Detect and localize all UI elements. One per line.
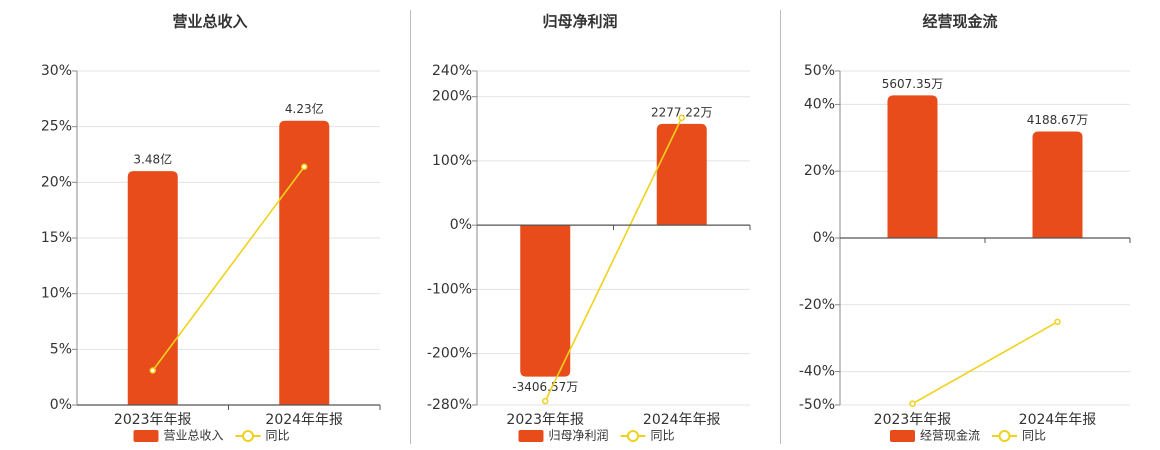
bar bbox=[127, 171, 178, 405]
bar bbox=[1032, 131, 1083, 238]
value-label: 4.23亿 bbox=[285, 101, 324, 116]
chart-title: 经营现金流 bbox=[922, 13, 997, 31]
value-label: 5607.35万 bbox=[882, 77, 944, 91]
y-tick-label: 0% bbox=[50, 397, 72, 413]
y-tick-label: -280% bbox=[427, 397, 472, 413]
line bbox=[544, 117, 683, 402]
legend-label: 归母净利润 bbox=[549, 429, 609, 443]
line bbox=[912, 321, 1058, 405]
legend-label: 同比 bbox=[266, 429, 290, 443]
chart-panel: 营业总收入 0% 5% 10% 15% 20% 25% 30% 2023年年报 2024年年报 3.… bbox=[41, 13, 381, 443]
y-tick-label: 200% bbox=[432, 89, 472, 105]
legend-swatch bbox=[133, 430, 159, 442]
line-point bbox=[301, 163, 308, 170]
y-tick-label: 0% bbox=[450, 217, 472, 233]
bar bbox=[656, 123, 707, 226]
chart-title: 营业总收入 bbox=[172, 13, 247, 31]
y-tick-label: 25% bbox=[41, 119, 72, 135]
x-tick-label: 2023年年报 bbox=[874, 412, 952, 428]
line-point bbox=[149, 367, 156, 374]
y-tick-label: 10% bbox=[41, 286, 72, 302]
line-point bbox=[542, 397, 549, 405]
y-tick-label: 20% bbox=[41, 174, 72, 190]
y-tick-label: 100% bbox=[432, 153, 472, 169]
value-label: -3406.57万 bbox=[512, 380, 578, 394]
y-tick-label: 50% bbox=[804, 63, 835, 79]
legend-swatch bbox=[518, 430, 544, 442]
y-tick-label: 40% bbox=[804, 96, 835, 112]
bar bbox=[520, 225, 571, 377]
legend-label: 营业总收入 bbox=[164, 429, 224, 443]
x-tick-label: 2024年年报 bbox=[1019, 412, 1097, 428]
y-tick-label: 0% bbox=[813, 230, 835, 246]
legend-label: 同比 bbox=[1022, 429, 1046, 443]
x-tick-label: 2023年年报 bbox=[114, 412, 192, 428]
line bbox=[152, 166, 305, 371]
legend-swatch bbox=[627, 430, 640, 442]
line-point bbox=[1054, 318, 1061, 326]
y-tick-label: -40% bbox=[799, 364, 835, 380]
y-tick-label: 5% bbox=[50, 341, 72, 357]
y-tick-label: -20% bbox=[799, 297, 835, 313]
legend-swatch bbox=[242, 430, 255, 442]
y-tick-label: 15% bbox=[41, 230, 72, 246]
value-label: 3.48亿 bbox=[133, 152, 172, 167]
value-label: 4188.67万 bbox=[1027, 113, 1089, 127]
y-tick-label: 240% bbox=[432, 63, 472, 79]
y-tick-label: 20% bbox=[804, 163, 835, 179]
y-tick-label: -50% bbox=[799, 397, 835, 413]
legend-label: 经营现金流 bbox=[920, 428, 980, 443]
bar bbox=[279, 120, 330, 406]
chart-panel: 经营现金流 -50% -40% -20% 0% 20% 40% 50% 2023年年报 2024年… bbox=[799, 13, 1131, 443]
line-point bbox=[909, 400, 916, 407]
x-tick-label: 2024年年报 bbox=[265, 412, 343, 428]
legend-swatch bbox=[890, 430, 915, 442]
chart-title: 归母净利润 bbox=[542, 13, 617, 31]
legend-swatch bbox=[998, 430, 1011, 442]
y-tick-label: -200% bbox=[427, 346, 472, 362]
bar bbox=[887, 95, 938, 239]
legend-label: 同比 bbox=[651, 429, 675, 443]
line-point bbox=[678, 114, 685, 122]
y-tick-label: 30% bbox=[41, 63, 72, 79]
x-tick-label: 2023年年报 bbox=[506, 412, 584, 428]
chart-panel: 归母净利润 -280% -200% -100% 0% 100% 200% 240% 2023年年… bbox=[427, 13, 751, 443]
value-label: 2277.22万 bbox=[651, 105, 713, 119]
y-tick-label: -100% bbox=[427, 281, 472, 297]
x-tick-label: 2024年年报 bbox=[643, 412, 721, 428]
